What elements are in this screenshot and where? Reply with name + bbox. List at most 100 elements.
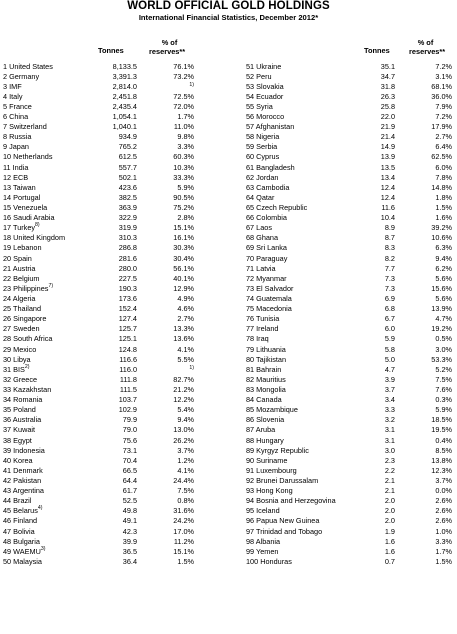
- table-row: 23 Philippines 7) 190.3 12.9%: [3, 283, 196, 294]
- tonnes-value: 227.5: [118, 273, 137, 283]
- table-row: 65 Czech Republic 11.6 1.5%: [246, 203, 454, 213]
- tonnes-value: 111.5: [119, 385, 137, 394]
- table-row: 42 Pakistan 64.4 24.4%: [3, 476, 196, 486]
- reserves-percent: 1.0%: [435, 526, 452, 536]
- rank-and-country: 4 Italy: [3, 91, 23, 101]
- footnote-marker: 7): [48, 282, 54, 289]
- reserves-percent: 9.4%: [435, 253, 452, 263]
- tonnes-value: 6.8: [384, 304, 395, 314]
- rank-and-country: 27 Sweden: [3, 324, 40, 334]
- rank-and-country: 22 Belgium: [3, 273, 40, 283]
- rank-and-country: 97 Trinidad and Tobago: [246, 526, 323, 536]
- reserves-percent: 18.5%: [431, 415, 452, 425]
- table-row: 76 Tunisia 6.7 4.7%: [246, 314, 454, 324]
- table-row: 18 United Kingdom 310.3 16.1%: [3, 233, 196, 243]
- table-row: 87 Aruba 3.1 19.5%: [246, 425, 454, 435]
- table-row: 64 Qatar 12.4 1.8%: [246, 193, 454, 203]
- country-name: 6 China: [3, 112, 28, 122]
- reserves-percent: 13.0%: [173, 425, 194, 435]
- reserves-percent: 5.4%: [177, 405, 194, 415]
- reserves-percent: 31.6%: [173, 506, 194, 516]
- rank-and-country: 47 Bolivia: [3, 526, 35, 536]
- rank-and-country: 31 BIS: [3, 364, 25, 374]
- table-row: 74 Guatemala 6.9 5.6%: [246, 294, 454, 304]
- table-row: 44 Brazil 52.5 0.8%: [3, 496, 196, 506]
- country-name: 60 Cyprus: [246, 152, 279, 162]
- country-name: 49 WAEMU 3): [3, 546, 45, 557]
- rank-and-country: 100 Honduras: [246, 556, 292, 566]
- rank-and-country: 23 Philippines: [3, 283, 49, 293]
- rank-and-country: 85 Mozambique: [246, 405, 298, 415]
- country-name: 55 Syria: [246, 102, 273, 112]
- reserves-percent: 40.1%: [173, 273, 194, 283]
- tonnes-value: 66.5: [122, 465, 137, 475]
- country-name: 23 Philippines 7): [3, 283, 53, 294]
- reserves-percent: 17.9%: [431, 122, 452, 132]
- reserves-percent: 0.0%: [435, 486, 452, 496]
- right-ranking-column: 51 Ukraine 35.1 7.2% 52 Peru 34.7 3.1% 53 Slov…: [246, 62, 454, 567]
- tonnes-value: 73.1: [122, 445, 137, 455]
- table-row: 66 Colombia 10.4 1.6%: [246, 213, 454, 223]
- country-name: 64 Qatar: [246, 193, 274, 203]
- rank-and-country: 82 Mauritius: [246, 374, 286, 384]
- tonnes-value: 36.4: [122, 556, 137, 566]
- rank-and-country: 84 Canada: [246, 395, 282, 405]
- reserves-percent: 73.2%: [173, 71, 194, 81]
- table-row: 81 Bahrain 4.7 5.2%: [246, 365, 454, 375]
- tonnes-value: 2,435.4: [112, 101, 137, 111]
- tonnes-value: 0.7: [384, 556, 395, 566]
- table-row: 37 Kuwait 79.0 13.0%: [3, 425, 196, 435]
- table-row: 22 Belgium 227.5 40.1%: [3, 274, 196, 284]
- tonnes-value: 64.4: [122, 475, 137, 485]
- rank-and-country: 99 Yemen: [246, 546, 279, 556]
- table-row: 7 Switzerland 1,040.1 11.0%: [3, 122, 196, 132]
- country-name: 72 Myanmar: [246, 274, 287, 284]
- tonnes-value: 612.5: [118, 152, 137, 162]
- country-name: 63 Cambodia: [246, 183, 289, 193]
- country-name: 26 Singapore: [3, 314, 46, 324]
- tonnes-value: 3.4: [384, 395, 395, 405]
- table-row: 60 Cyprus 13.9 62.5%: [246, 152, 454, 162]
- reserves-percent: 4.1%: [177, 465, 194, 475]
- country-name: 16 Saudi Arabia: [3, 213, 55, 223]
- tonnes-value: 5.0: [384, 354, 395, 364]
- left-pct-header-line1: % of: [161, 38, 178, 47]
- table-row: 67 Laos 8.9 39.2%: [246, 223, 454, 233]
- table-row: 25 Thailand 152.4 4.6%: [3, 304, 196, 314]
- rank-and-country: 45 Belarus: [3, 506, 38, 516]
- rank-and-country: 56 Morocco: [246, 112, 285, 122]
- country-name: 31 BIS 2): [3, 364, 30, 375]
- reserves-percent: 0.8%: [177, 496, 194, 506]
- tonnes-value: 3.9: [384, 374, 395, 384]
- tonnes-value: 173.6: [118, 294, 137, 304]
- reserves-percent: 26.2%: [173, 435, 194, 445]
- country-name: 100 Honduras: [246, 557, 292, 567]
- tonnes-value: 322.9: [118, 213, 137, 223]
- tonnes-value: 286.8: [118, 243, 137, 253]
- reserves-percent: 1.5%: [435, 203, 452, 213]
- tonnes-value: 281.6: [118, 253, 137, 263]
- rank-and-country: 17 Turkey: [3, 223, 36, 233]
- country-name: 43 Argentina: [3, 486, 44, 496]
- country-name: 28 South Africa: [3, 334, 53, 344]
- country-name: 40 Korea: [3, 456, 33, 466]
- table-row: 62 Jordan 13.4 7.8%: [246, 173, 454, 183]
- tonnes-value: 2.0: [384, 496, 395, 506]
- tonnes-value: 2,814.0: [112, 81, 137, 91]
- reserves-percent: 3.7%: [435, 475, 452, 485]
- rank-and-country: 90 Suriname: [246, 455, 288, 465]
- tonnes-value: 502.1: [118, 172, 137, 182]
- country-name: 22 Belgium: [3, 274, 40, 284]
- rank-and-country: 93 Hong Kong: [246, 486, 293, 496]
- table-row: 70 Paraguay 8.2 9.4%: [246, 254, 454, 264]
- tonnes-value: 35.1: [380, 61, 395, 71]
- tonnes-value: 116.0: [119, 364, 137, 374]
- table-row: 59 Serbia 14.9 6.4%: [246, 142, 454, 152]
- table-row: 94 Bosnia and Herzegovina 2.0 2.6%: [246, 496, 454, 506]
- reserves-percent: 9.8%: [177, 132, 194, 142]
- rank-and-country: 28 South Africa: [3, 334, 53, 344]
- rank-and-country: 62 Jordan: [246, 172, 279, 182]
- country-name: 88 Hungary: [246, 436, 284, 446]
- tonnes-value: 21.9: [380, 122, 395, 132]
- rank-and-country: 92 Brunei Darussalam: [246, 475, 319, 485]
